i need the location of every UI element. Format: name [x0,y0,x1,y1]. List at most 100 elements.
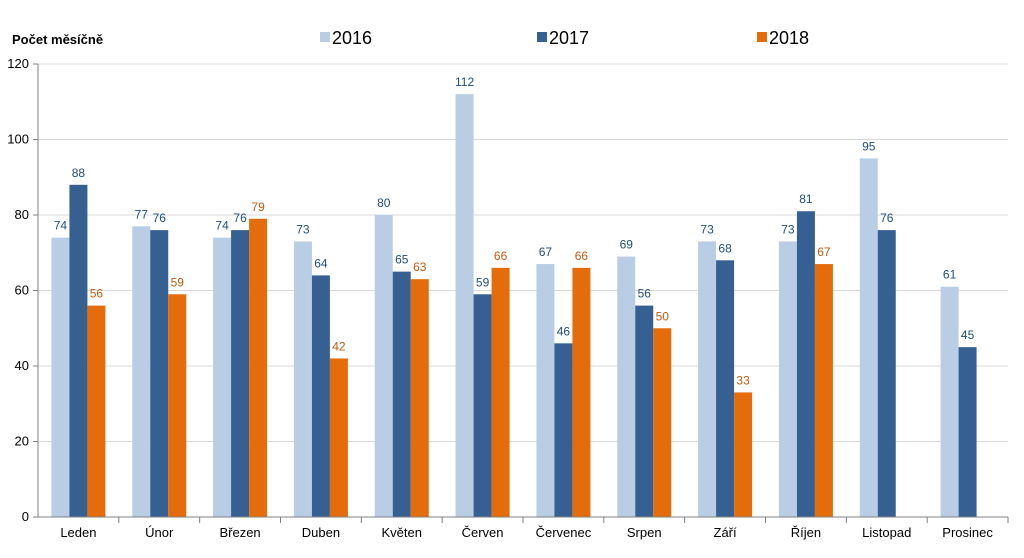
bar-2018-Říjen [814,264,833,517]
legend-label-2017: 2017 [549,28,589,48]
bar-2017-Říjen [796,211,815,517]
data-label: 67 [539,245,553,259]
data-label: 68 [718,241,732,255]
legend-swatch-2017 [537,32,547,42]
legend-label-2016: 2016 [332,28,372,48]
data-label: 42 [332,339,346,353]
data-label: 66 [494,249,508,263]
data-label: 73 [296,222,310,236]
data-label: 74 [54,219,68,233]
bar-2017-Leden [69,184,88,518]
data-labels: 74 88 56 77 76 59 74 76 79 73 64 42 80 65 63 112 59 66 67 4… [54,75,975,387]
data-label: 69 [620,238,634,252]
bar-2016-Srpen [617,256,636,517]
bar-2017-Květen [392,271,411,517]
bar-2018-Září [734,392,753,517]
data-label: 112 [455,75,474,89]
data-label: 33 [736,373,750,387]
data-label: 65 [395,253,409,267]
x-tick-label: Červenec [536,525,592,540]
data-label: 76 [153,211,167,225]
data-label: 56 [90,287,104,301]
x-tick-label: Říjen [791,525,821,540]
bar-2016-Listopad [859,158,878,517]
data-label: 73 [781,222,795,236]
x-axis: Leden Únor Březen Duben Květen Červen Červenec… [38,516,1009,540]
bar-2017-Září [716,260,735,517]
bar-2016-Červenec [536,264,555,517]
data-label: 61 [943,268,957,282]
data-label: 95 [862,139,876,153]
bar-2016-Duben [293,241,312,518]
bar-2017-Březen [231,230,250,517]
bar-2017-Červenec [554,343,573,517]
bar-2016-Červen [455,94,474,517]
legend-swatch-2018 [757,32,767,42]
data-label: 81 [799,192,813,206]
data-label: 76 [880,211,894,225]
bar-2018-Červenec [572,267,591,517]
bar-2018-Srpen [653,328,672,517]
bar-2017-Srpen [635,305,654,517]
bar-2017-Únor [150,230,169,517]
bar-2017-Duben [311,275,330,517]
gridlines [38,63,1008,442]
bar-2018-Leden [87,305,106,517]
data-label: 59 [171,275,185,289]
bar-2017-Prosinec [958,347,977,517]
bar-2017-Červen [473,294,492,517]
x-tick-label: Duben [302,525,340,540]
y-tick-label: 20 [15,434,29,449]
y-tick-label: 100 [7,132,29,147]
y-tick-label: 0 [22,509,29,524]
bar-2016-Únor [132,226,151,517]
bar-2016-Květen [374,215,393,517]
data-label: 80 [377,196,391,210]
y-tick-label: 80 [15,207,29,222]
bar-2016-Březen [213,237,232,517]
legend-swatch-2016 [320,32,330,42]
bar-2017-Listopad [877,230,896,517]
x-tick-label: Únor [145,525,174,540]
x-tick-label: Leden [60,525,96,540]
data-label: 59 [476,275,490,289]
bar-2018-Únor [168,294,187,517]
y-tick-label: 60 [15,283,29,298]
legend: 2016 2017 2018 [320,28,809,48]
x-tick-label: Březen [219,525,260,540]
legend-label-2018: 2018 [769,28,809,48]
y-tick-label: 40 [15,358,29,373]
data-label: 74 [215,219,229,233]
data-label: 64 [314,256,328,270]
data-label: 73 [700,222,714,236]
data-label: 50 [656,309,670,323]
bar-2018-Duben [329,358,348,517]
y-tick-label: 120 [7,56,29,71]
data-label: 63 [413,260,427,274]
x-tick-label: Prosinec [942,525,993,540]
data-label: 88 [72,166,86,180]
data-label: 66 [575,249,589,263]
data-label: 79 [251,200,265,214]
data-label: 56 [638,287,652,301]
x-tick-label: Září [714,525,738,540]
data-label: 46 [557,324,571,338]
x-tick-label: Srpen [627,525,662,540]
bar-2016-Říjen [778,241,797,518]
data-label: 67 [817,245,831,259]
bar-2016-Prosinec [940,286,959,517]
bars [51,94,977,518]
bar-2016-Září [698,241,717,518]
bar-2018-Červen [491,267,510,517]
x-tick-label: Červen [462,525,504,540]
y-axis-title: Počet měsíčně [12,32,103,47]
bar-2018-Květen [410,279,429,517]
bar-2016-Leden [51,237,70,517]
data-label: 77 [135,207,149,221]
data-label: 45 [961,328,975,342]
bar-2018-Březen [249,218,268,517]
x-tick-label: Listopad [862,525,911,540]
x-tick-label: Květen [382,525,422,540]
data-label: 76 [233,211,247,225]
